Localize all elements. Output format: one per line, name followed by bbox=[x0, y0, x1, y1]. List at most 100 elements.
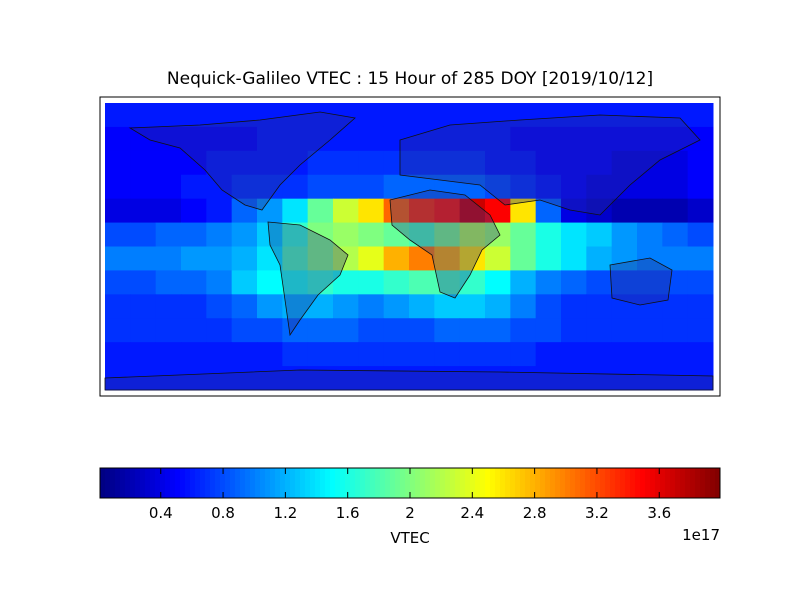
colorbar-swatch bbox=[645, 468, 651, 498]
heat-cell bbox=[155, 198, 182, 224]
colorbar-swatch bbox=[615, 468, 621, 498]
heat-cell bbox=[459, 318, 486, 343]
heat-cell bbox=[257, 198, 283, 224]
colorbar-swatch bbox=[430, 468, 436, 498]
heat-cell bbox=[358, 366, 385, 391]
heat-cell bbox=[687, 270, 714, 295]
heat-cell bbox=[307, 246, 334, 271]
heat-cell bbox=[434, 294, 461, 319]
heat-cell bbox=[130, 246, 157, 271]
heat-cell bbox=[662, 198, 689, 224]
heat-cell bbox=[510, 342, 537, 367]
colorbar-swatch bbox=[590, 468, 596, 498]
colorbar-swatch bbox=[170, 468, 176, 498]
colorbar-swatch bbox=[250, 468, 256, 498]
africa bbox=[389, 189, 501, 299]
heat-cell bbox=[206, 150, 233, 176]
heat-cell bbox=[561, 150, 587, 176]
colorbar-swatch bbox=[165, 468, 171, 498]
heat-cell bbox=[434, 270, 461, 295]
heat-cell bbox=[459, 126, 486, 152]
heat-cell bbox=[181, 103, 207, 128]
heat-cell bbox=[485, 366, 511, 391]
heat-cell bbox=[561, 318, 587, 343]
heat-cell bbox=[687, 246, 714, 271]
heat-cell bbox=[409, 366, 435, 391]
heat-cell bbox=[611, 342, 638, 367]
colorbar-swatch bbox=[360, 468, 366, 498]
heat-cell bbox=[181, 126, 207, 152]
colorbar-swatch bbox=[480, 468, 486, 498]
heat-cell bbox=[459, 222, 486, 247]
colorbar-swatch bbox=[640, 468, 646, 498]
heat-cell bbox=[611, 366, 638, 391]
heat-cell bbox=[383, 342, 410, 367]
colorbar-swatch bbox=[260, 468, 266, 498]
colorbar-swatch bbox=[265, 468, 271, 498]
colorbar-swatch bbox=[105, 468, 111, 498]
heat-cell bbox=[282, 270, 309, 295]
colorbar-tick-label: 3.6 bbox=[647, 504, 671, 522]
heat-cell bbox=[257, 342, 283, 367]
colorbar-swatch bbox=[570, 468, 576, 498]
heat-cell bbox=[358, 150, 385, 176]
colorbar-swatch bbox=[660, 468, 666, 498]
colorbar-swatch bbox=[420, 468, 426, 498]
heat-cell bbox=[307, 294, 334, 319]
heat-cell bbox=[485, 150, 511, 176]
colorbar-swatch bbox=[255, 468, 261, 498]
heat-cell bbox=[459, 294, 486, 319]
colorbar-swatch bbox=[200, 468, 206, 498]
colorbar-swatch bbox=[310, 468, 316, 498]
heat-cell bbox=[687, 150, 714, 176]
heat-cell bbox=[434, 174, 461, 200]
heat-cell bbox=[434, 246, 461, 271]
heat-cell bbox=[561, 174, 587, 200]
colorbar-swatch bbox=[135, 468, 141, 498]
heat-cell bbox=[231, 222, 258, 247]
colorbar-swatch bbox=[385, 468, 391, 498]
heat-cell bbox=[105, 246, 131, 271]
heat-cell bbox=[434, 222, 461, 247]
heat-cell bbox=[333, 222, 359, 247]
heat-cell bbox=[510, 174, 537, 200]
heat-cell bbox=[662, 103, 689, 128]
colorbar-swatch bbox=[185, 468, 191, 498]
colorbar-swatch bbox=[550, 468, 556, 498]
heat-cell bbox=[130, 318, 157, 343]
heat-cell bbox=[485, 246, 511, 271]
colorbar-swatch bbox=[405, 468, 411, 498]
heat-cell bbox=[586, 246, 613, 271]
heat-cell bbox=[231, 318, 258, 343]
colorbar-swatch bbox=[600, 468, 606, 498]
colorbar-swatch bbox=[610, 468, 616, 498]
heat-cell bbox=[485, 222, 511, 247]
colorbar-swatch bbox=[315, 468, 321, 498]
heat-cell bbox=[535, 103, 562, 128]
heat-cell bbox=[637, 103, 663, 128]
colorbar-swatch bbox=[295, 468, 301, 498]
heat-cell bbox=[307, 126, 334, 152]
heat-cell bbox=[358, 103, 385, 128]
colorbar-swatch bbox=[555, 468, 561, 498]
colorbar-swatch bbox=[100, 468, 106, 498]
antarctica bbox=[104, 369, 714, 391]
heat-cell bbox=[307, 103, 334, 128]
heat-cell bbox=[485, 103, 511, 128]
heat-cell bbox=[434, 342, 461, 367]
heat-cell bbox=[383, 103, 410, 128]
heat-cell bbox=[333, 198, 359, 224]
colorbar-swatch bbox=[565, 468, 571, 498]
heat-cell bbox=[485, 342, 511, 367]
heat-cell bbox=[459, 366, 486, 391]
colorbar-swatch bbox=[690, 468, 696, 498]
heat-cell bbox=[687, 198, 714, 224]
heat-cell bbox=[307, 174, 334, 200]
heat-cell bbox=[257, 366, 283, 391]
heat-cell bbox=[155, 318, 182, 343]
colorbar-swatch bbox=[410, 468, 416, 498]
colorbar-swatch bbox=[345, 468, 351, 498]
heat-cell bbox=[383, 222, 410, 247]
heat-cell bbox=[181, 318, 207, 343]
colorbar-swatch bbox=[670, 468, 676, 498]
